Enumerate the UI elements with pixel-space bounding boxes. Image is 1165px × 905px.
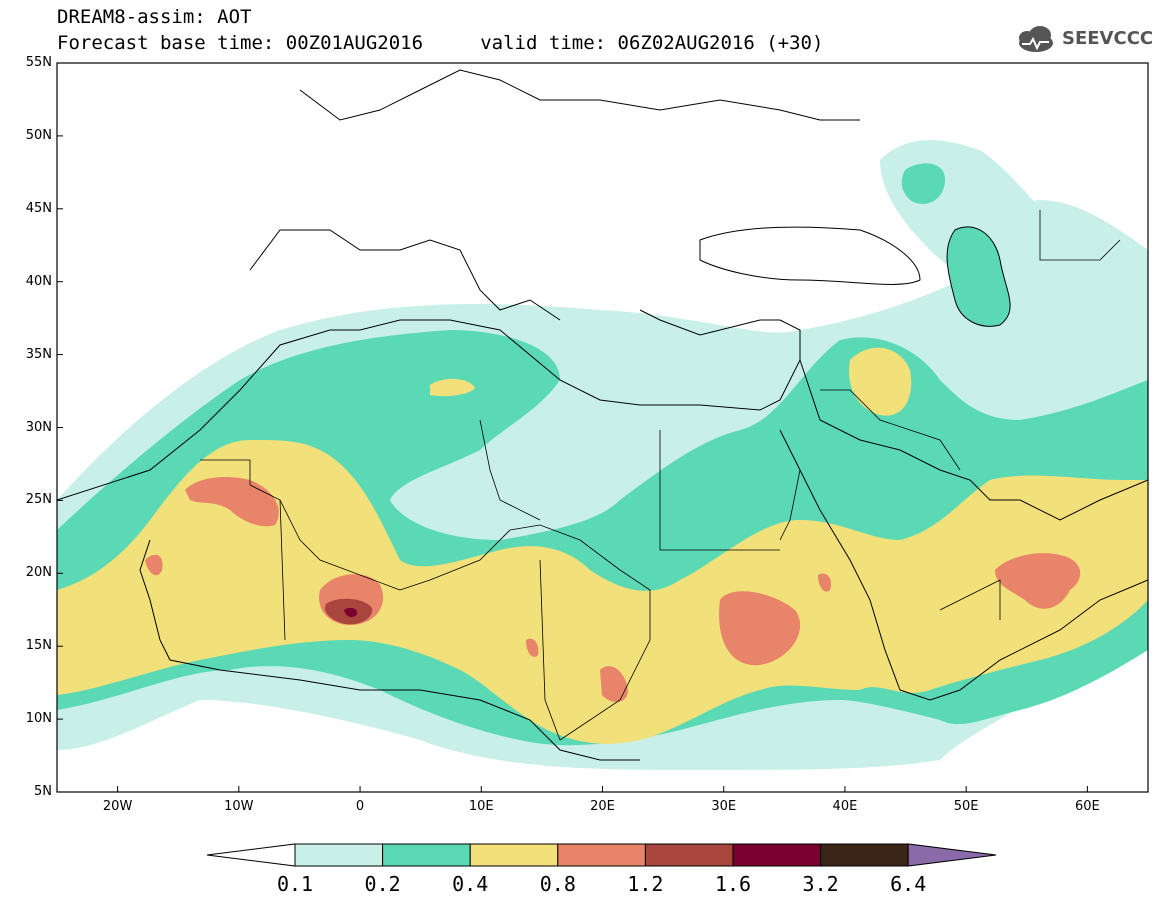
aot-field-0.1-0.2-caspian bbox=[880, 140, 1148, 360]
colorbar-segment bbox=[294, 843, 384, 867]
lon-tick-label: 10W bbox=[224, 799, 254, 814]
lat-tick-label: 45N bbox=[25, 200, 52, 216]
aot-colorbar bbox=[206, 843, 997, 867]
aot-field-0.8-1.2-niger bbox=[526, 638, 539, 657]
country-borders bbox=[200, 210, 1121, 741]
lon-tick-label: 0 bbox=[355, 799, 365, 814]
aot-field-0.8-1.2-west-coast bbox=[145, 554, 163, 576]
aot-field-0.4-0.8 bbox=[57, 440, 1148, 744]
lat-tick-label: 40N bbox=[25, 273, 52, 289]
colorbar-segment bbox=[469, 843, 559, 867]
aot-field-0.4-0.8-arabia bbox=[849, 347, 912, 416]
aot-field-0.2-0.4-caspian bbox=[947, 226, 1011, 327]
colorbar-lower-arrow bbox=[206, 843, 296, 867]
lon-tick-label: 30E bbox=[711, 799, 737, 814]
map-title: DREAM8-assim: AOT bbox=[57, 6, 252, 28]
lon-tick-label: 40E bbox=[832, 799, 858, 814]
lat-tick-label: 25N bbox=[25, 492, 52, 508]
lon-tick-label: 60E bbox=[1074, 799, 1100, 814]
colorbar-tick-label: 0.4 bbox=[452, 872, 489, 896]
aot-field-0.8-1.2-oman bbox=[995, 553, 1081, 609]
lat-tick-label: 5N bbox=[34, 784, 52, 799]
aot-field-0.8-1.2-sudan bbox=[719, 591, 801, 666]
colorbar-segment bbox=[557, 843, 646, 867]
aot-field-0.8-1.2-chad bbox=[600, 666, 628, 702]
colorbar-tick-label: 6.4 bbox=[890, 872, 927, 896]
colorbar-tick-label: 0.8 bbox=[539, 872, 576, 896]
colorbar-tick-label: 0.1 bbox=[276, 872, 314, 896]
map-subtitle-times: Forecast base time: 00Z01AUG2016 valid t… bbox=[57, 32, 824, 54]
lat-tick-label: 15N bbox=[25, 638, 52, 654]
lon-tick-label: 10E bbox=[468, 799, 494, 814]
lat-tick-label: 20N bbox=[25, 565, 52, 581]
colorbar-segment bbox=[732, 843, 822, 867]
lat-tick-label: 35N bbox=[25, 346, 52, 362]
lon-tick-label: 20E bbox=[590, 799, 615, 814]
colorbar-segment bbox=[382, 843, 471, 867]
lon-tick-label: 20W bbox=[102, 799, 133, 814]
colorbar-segment bbox=[820, 843, 909, 867]
colorbar-upper-arrow bbox=[907, 843, 997, 867]
colorbar-tick-label: 3.2 bbox=[802, 872, 839, 896]
aot-field-1.6-3.2 bbox=[344, 607, 358, 618]
colorbar-tick-label: 1.6 bbox=[714, 872, 752, 896]
lon-tick-label: 50E bbox=[953, 799, 979, 814]
colorbar-tick-label: 1.2 bbox=[627, 872, 664, 896]
lat-tick-label: 55N bbox=[25, 55, 52, 70]
aot-field-0.8-1.2-mauritania bbox=[185, 477, 279, 527]
colorbar-tick-label: 0.2 bbox=[364, 872, 401, 896]
logo-text: SEEVCCC bbox=[1062, 28, 1154, 49]
seevccc-logo bbox=[1019, 26, 1053, 52]
aot-field-0.8-1.2-eritrea bbox=[818, 573, 832, 592]
lat-tick-label: 10N bbox=[25, 711, 52, 727]
aot-fields bbox=[57, 140, 1148, 770]
lat-tick-label: 50N bbox=[25, 127, 52, 143]
axis-ticks bbox=[57, 62, 1088, 793]
colorbar-segment bbox=[644, 843, 734, 867]
aot-field-0.2-0.4-aral bbox=[901, 163, 945, 204]
lat-tick-label: 30N bbox=[25, 419, 52, 435]
aot-field-0.4-0.8-algeria bbox=[430, 378, 475, 397]
